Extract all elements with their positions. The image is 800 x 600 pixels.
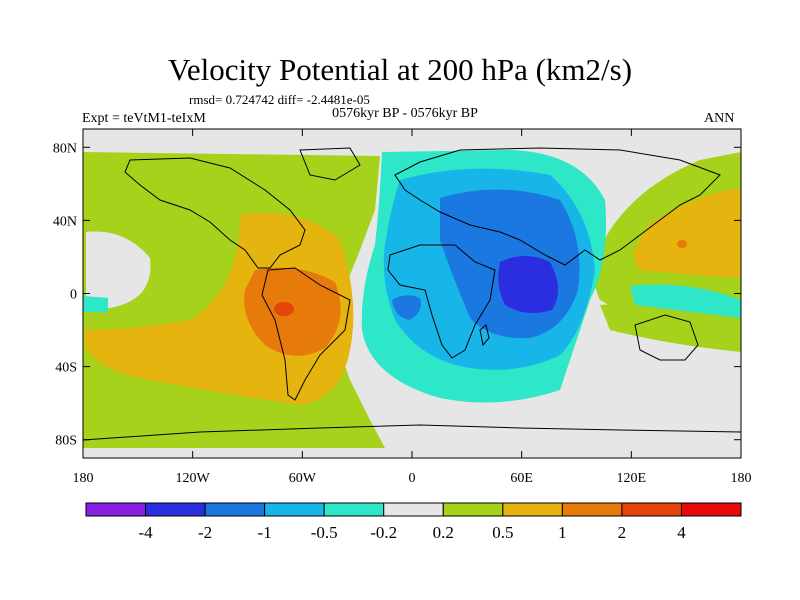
contour-negative-2 <box>498 256 559 314</box>
y-tick-label: 80N <box>53 141 77 156</box>
colorbar-swatch <box>264 502 325 517</box>
colorbar-label: 0.5 <box>492 523 513 542</box>
x-tick-label: 120E <box>617 471 647 486</box>
x-tick-label: 120W <box>176 471 211 486</box>
colorbar-label: -1 <box>258 523 272 542</box>
stats-label: rmsd= 0.724742 diff= -2.4481e-05 <box>189 92 370 107</box>
period-label: 0576kyr BP - 0576kyr BP <box>332 106 478 121</box>
colorbar-swatch <box>442 502 504 517</box>
colorbar-swatch <box>85 502 147 517</box>
y-tick-label: 80S <box>55 434 77 449</box>
colorbar-swatch <box>323 502 385 517</box>
coastlines <box>83 147 741 441</box>
colorbar-swatch <box>502 502 563 517</box>
y-tick-label: 40S <box>55 361 77 376</box>
colorbar-label: 0.2 <box>433 523 454 542</box>
contour-positive-0p5 <box>85 212 354 405</box>
colorbar-swatch <box>383 502 444 517</box>
contour-positive-2 <box>274 302 294 316</box>
colorbar-label: -0.5 <box>311 523 338 542</box>
colorbar-label: -4 <box>138 523 153 542</box>
y-tick-label: 0 <box>70 288 77 303</box>
x-tick-label: 60W <box>289 471 317 486</box>
season-label: ANN <box>704 111 735 126</box>
colorbar-label: 1 <box>558 523 567 542</box>
colorbar-swatch <box>561 502 623 517</box>
experiment-label: Expt = teVtM1-teIxM <box>82 111 206 126</box>
contour-field <box>83 129 741 458</box>
colorbar-label: -0.2 <box>370 523 397 542</box>
colorbar-swatch <box>145 502 206 517</box>
colorbar-swatch <box>621 502 682 517</box>
chart-title: Velocity Potential at 200 hPa (km2/s) <box>167 52 633 87</box>
x-tick-label: 180 <box>731 471 752 486</box>
x-tick-label: 60E <box>510 471 533 486</box>
colorbar-swatch <box>680 502 742 517</box>
colorbar-label: -2 <box>198 523 212 542</box>
x-tick-label: 180 <box>73 471 94 486</box>
y-tick-label: 40N <box>53 214 77 229</box>
colorbar-label: 4 <box>677 523 686 542</box>
colorbar-swatch <box>204 502 266 517</box>
contour-east-positive-0p5 <box>634 188 741 278</box>
colorbar-label: 2 <box>618 523 627 542</box>
x-tick-label: 0 <box>409 471 416 486</box>
